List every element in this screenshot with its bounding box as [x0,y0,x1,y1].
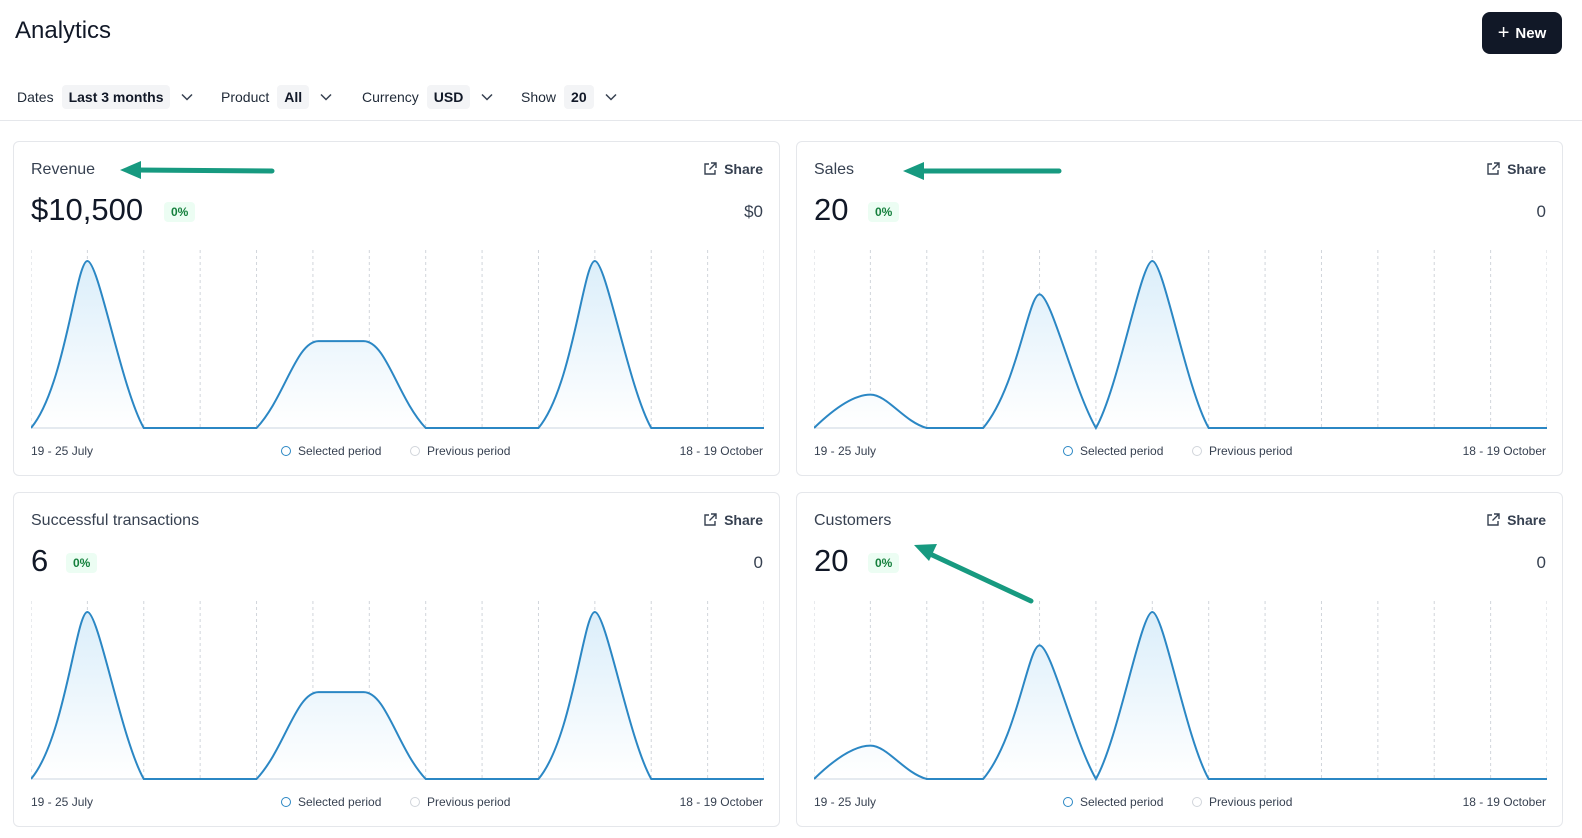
legend-selected[interactable]: Selected period [1063,795,1163,809]
share-button[interactable]: Share [1485,161,1546,177]
share-button[interactable]: Share [702,512,763,528]
legend-label: Selected period [298,444,382,458]
legend-dot-icon [281,797,291,807]
filter-dates[interactable]: Dates Last 3 months [17,84,194,110]
range-start: 19 - 25 July [814,444,877,458]
legend-label: Previous period [427,795,511,809]
metric-value: $10,500 [31,192,144,227]
filter-product[interactable]: Product All [221,84,333,110]
share-button[interactable]: Share [1485,512,1546,528]
filter-show[interactable]: Show 20 [521,84,618,110]
change-badge: 0% [868,553,900,573]
legend-selected[interactable]: Selected period [1063,444,1163,458]
legend-previous[interactable]: Previous period [1192,444,1292,458]
sales-card: Sales Share 20 0% 0 19 - 25 July Selecte… [796,141,1563,476]
range-start: 19 - 25 July [814,795,877,809]
legend-label: Selected period [298,795,382,809]
legend-previous[interactable]: Previous period [1192,795,1292,809]
customers-card: Customers Share 20 0% 0 19 - 25 July Sel… [796,492,1563,827]
legend-dot-icon [1192,797,1202,807]
legend-label: Previous period [427,444,511,458]
change-badge: 0% [868,202,900,222]
filter-label: Dates [17,89,54,105]
legend-dot-icon [410,797,420,807]
change-badge: 0% [66,553,98,573]
previous-value: 0 [753,553,763,572]
share-label: Share [724,161,763,177]
series-line [814,259,1547,430]
transactions-chart [31,601,764,780]
sales-chart [814,250,1547,430]
series-line [31,610,764,780]
legend-label: Previous period [1209,444,1293,458]
legend-dot-icon [410,446,420,456]
filter-value: Last 3 months [61,85,171,109]
metric-value: 6 [31,543,49,578]
filter-bar: Dates Last 3 months Product All Currency… [0,80,1582,121]
customers-chart [814,601,1547,781]
previous-value: $0 [744,202,763,221]
range-end: 18 - 19 October [679,444,763,458]
new-button[interactable]: + New [1482,12,1562,54]
metric-value: 20 [814,543,849,578]
range-end: 18 - 19 October [1462,444,1546,458]
legend-label: Selected period [1080,444,1164,458]
series-area [814,261,1547,428]
revenue-card: Revenue Share $10,500 0% $0 19 - 25 July… [13,141,780,476]
legend-dot-icon [281,446,291,456]
revenue-chart [31,250,764,429]
previous-value: 0 [1536,553,1546,572]
filter-label: Product [221,89,270,105]
legend-previous[interactable]: Previous period [410,444,510,458]
card-title: Customers [814,512,892,529]
filter-label: Show [521,89,557,105]
range-start: 19 - 25 July [31,444,94,458]
filter-value: 20 [564,85,594,109]
range-end: 18 - 19 October [679,795,763,809]
filter-value: USD [426,85,471,109]
filter-currency[interactable]: Currency USD [362,84,494,110]
filter-value: All [277,85,310,109]
external-link-icon [704,162,717,175]
card-title: Sales [814,161,855,178]
change-badge: 0% [164,202,196,222]
chevron-down-icon [605,93,617,101]
transactions-card: Successful transactions Share 6 0% 0 19 … [13,492,780,827]
share-button[interactable]: Share [702,161,763,177]
range-start: 19 - 25 July [31,795,94,809]
series-area [814,612,1547,779]
external-link-icon [704,513,717,526]
chevron-down-icon [481,93,493,101]
legend-label: Selected period [1080,795,1164,809]
chevron-down-icon [320,93,332,101]
legend-previous[interactable]: Previous period [410,795,510,809]
series-line [814,610,1547,781]
metric-value: 20 [814,192,849,227]
series-area [31,612,764,779]
plus-icon: + [1497,22,1510,44]
card-title: Successful transactions [31,512,200,529]
filter-label: Currency [362,89,419,105]
card-title: Revenue [31,161,96,178]
share-label: Share [724,512,763,528]
legend-dot-icon [1063,446,1073,456]
range-end: 18 - 19 October [1462,795,1546,809]
page-title: Analytics [15,17,112,44]
previous-value: 0 [1536,202,1546,221]
new-button-label: New [1515,24,1547,42]
legend-selected[interactable]: Selected period [281,795,381,809]
legend-dot-icon [1063,797,1073,807]
external-link-icon [1487,513,1500,526]
legend-label: Previous period [1209,795,1293,809]
share-label: Share [1507,512,1546,528]
legend-selected[interactable]: Selected period [281,444,381,458]
page-header: Analytics + New [0,0,1582,70]
chevron-down-icon [181,93,194,101]
series-line [31,259,764,429]
legend-dot-icon [1192,446,1202,456]
external-link-icon [1487,162,1500,175]
share-label: Share [1507,161,1546,177]
series-area [31,261,764,428]
